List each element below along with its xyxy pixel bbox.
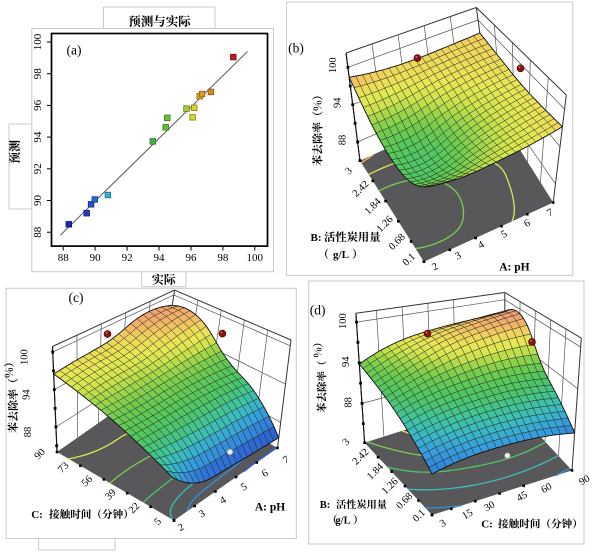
svg-text:100: 100 — [338, 313, 349, 329]
svg-text:94: 94 — [21, 389, 32, 400]
svg-text:94: 94 — [341, 356, 352, 367]
svg-text:A: pH: A: pH — [255, 502, 285, 514]
svg-text:96: 96 — [186, 252, 198, 264]
svg-text:96: 96 — [32, 99, 44, 111]
svg-text:(b): (b) — [288, 41, 304, 56]
svg-text:B:: B: — [320, 500, 331, 511]
svg-text:88: 88 — [58, 252, 70, 264]
svg-text:94: 94 — [154, 252, 166, 264]
svg-text:94: 94 — [333, 97, 344, 108]
svg-text:88: 88 — [23, 427, 34, 438]
svg-text:100: 100 — [32, 33, 44, 50]
svg-text:g/L: g/L — [333, 249, 349, 261]
svg-text:(d): (d) — [310, 302, 326, 317]
svg-text:90: 90 — [32, 195, 44, 207]
svg-text:100: 100 — [20, 349, 31, 365]
svg-text:C:: C: — [31, 509, 43, 521]
svg-text:94: 94 — [32, 131, 44, 143]
svg-text:(a): (a) — [67, 43, 82, 58]
svg-text:B:: B: — [311, 232, 322, 244]
svg-text:g/L: g/L — [335, 516, 350, 527]
svg-text:98: 98 — [217, 252, 229, 264]
svg-text:88: 88 — [338, 135, 349, 146]
svg-text:100: 100 — [247, 252, 264, 264]
svg-text:(c): (c) — [69, 290, 84, 305]
svg-text:88: 88 — [32, 226, 44, 238]
svg-text:90: 90 — [90, 252, 102, 264]
svg-text:C:: C: — [481, 519, 493, 531]
svg-text:100: 100 — [328, 57, 339, 73]
svg-text:A: pH: A: pH — [499, 262, 529, 274]
svg-text:92: 92 — [32, 163, 44, 174]
svg-text:98: 98 — [32, 68, 44, 80]
svg-text:88: 88 — [344, 397, 355, 408]
svg-text:92: 92 — [122, 252, 133, 264]
